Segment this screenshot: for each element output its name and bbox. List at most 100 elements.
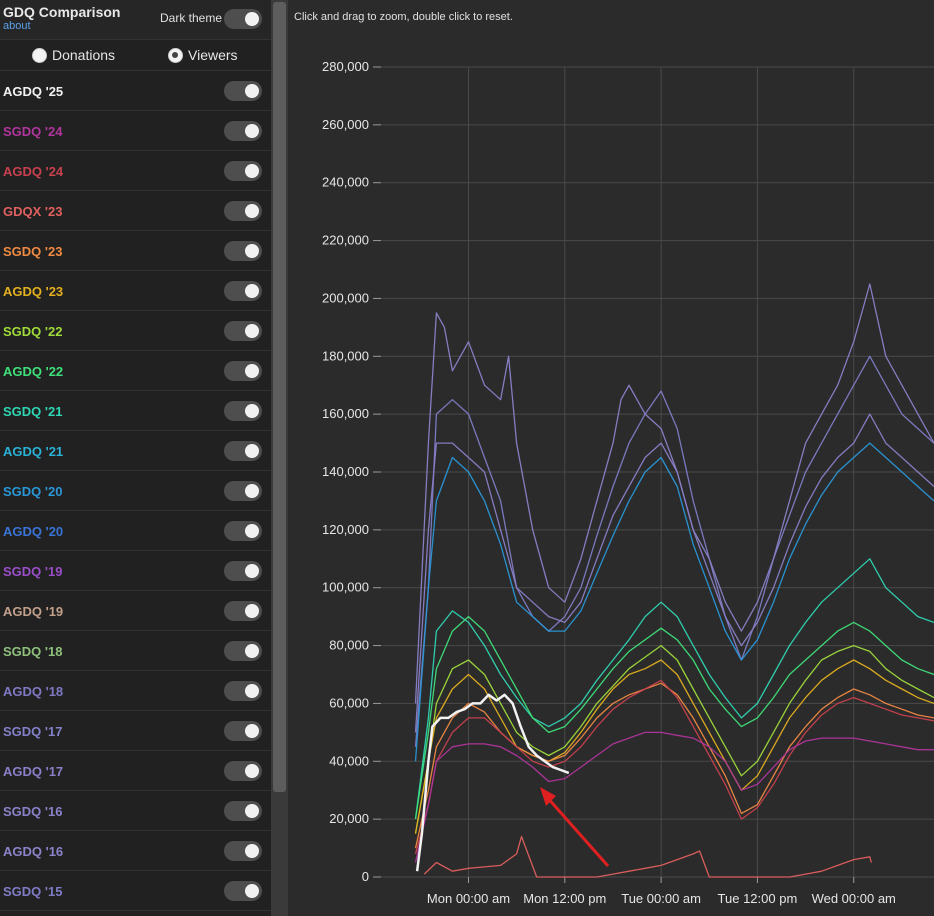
viewers-chart[interactable]: 0 20,000 40,000 60,000 80,000 100,000 120,000 1… — [288, 0, 934, 916]
event-label: SGDQ '19 — [3, 564, 63, 579]
series-line — [414, 283, 934, 704]
toggle-knob — [245, 164, 259, 178]
event-row: AGDQ '21 — [0, 431, 271, 471]
event-row: AGDQ '22 — [0, 351, 271, 391]
event-label: AGDQ '18 — [3, 684, 64, 699]
y-tick-label: 100,000 — [322, 580, 369, 595]
event-toggle[interactable] — [224, 161, 262, 181]
toggle-knob — [245, 84, 259, 98]
scrollbar-thumb[interactable] — [273, 2, 286, 792]
event-toggle[interactable] — [224, 721, 262, 741]
toggle-knob — [245, 284, 259, 298]
event-row: AGDQ '16 — [0, 831, 271, 871]
series-line — [414, 644, 934, 834]
event-list: AGDQ '25 SGDQ '24 AGDQ '24 GDQX '23 SGDQ '23… — [0, 71, 271, 911]
event-label: SGDQ '15 — [3, 884, 63, 899]
toggle-knob — [245, 604, 259, 618]
event-row: AGDQ '25 — [0, 71, 271, 111]
event-row: SGDQ '15 — [0, 871, 271, 911]
event-row: SGDQ '16 — [0, 791, 271, 831]
radio-viewers-circle[interactable] — [168, 47, 183, 63]
toggle-knob — [245, 764, 259, 778]
event-label: AGDQ '25 — [3, 84, 64, 99]
event-label: AGDQ '19 — [3, 604, 64, 619]
annotation-arrow-head — [540, 787, 556, 806]
toggle-knob — [245, 884, 259, 898]
toggle-knob — [245, 844, 259, 858]
toggle-knob — [245, 364, 259, 378]
radio-viewers-label: Viewers — [188, 47, 238, 63]
event-toggle[interactable] — [224, 841, 262, 861]
event-label: SGDQ '16 — [3, 804, 63, 819]
event-toggle[interactable] — [224, 281, 262, 301]
y-tick-label: 280,000 — [322, 59, 369, 74]
x-tick-label: Tue 12:00 pm — [718, 891, 798, 906]
sidebar: GDQ Comparison about Dark theme Donation… — [0, 0, 271, 916]
event-label: AGDQ '20 — [3, 524, 64, 539]
series-line — [414, 659, 934, 834]
event-label: AGDQ '16 — [3, 844, 64, 859]
event-row: AGDQ '23 — [0, 271, 271, 311]
event-toggle[interactable] — [224, 241, 262, 261]
toggle-knob — [245, 804, 259, 818]
about-link[interactable]: about — [3, 20, 31, 32]
event-toggle[interactable] — [224, 641, 262, 661]
y-tick-label: 20,000 — [329, 811, 369, 826]
event-toggle[interactable] — [224, 881, 262, 901]
event-label: AGDQ '24 — [3, 164, 64, 179]
toggle-knob — [245, 644, 259, 658]
x-tick-label: Mon 12:00 pm — [523, 891, 606, 906]
event-toggle[interactable] — [224, 481, 262, 501]
y-tick-label: 120,000 — [322, 522, 369, 537]
event-toggle[interactable] — [224, 201, 262, 221]
event-row: SGDQ '19 — [0, 551, 271, 591]
event-toggle[interactable] — [224, 441, 262, 461]
event-row: SGDQ '18 — [0, 631, 271, 671]
event-row: SGDQ '21 — [0, 391, 271, 431]
event-row: SGDQ '20 — [0, 471, 271, 511]
event-label: AGDQ '23 — [3, 284, 64, 299]
dark-theme-toggle[interactable] — [224, 9, 262, 29]
series-line — [414, 679, 934, 855]
event-label: SGDQ '24 — [3, 124, 63, 139]
toggle-knob — [245, 524, 259, 538]
event-toggle[interactable] — [224, 801, 262, 821]
y-tick-label: 220,000 — [322, 233, 369, 248]
toggle-knob — [245, 684, 259, 698]
event-toggle[interactable] — [224, 81, 262, 101]
event-toggle[interactable] — [224, 321, 262, 341]
toggle-knob — [245, 324, 259, 338]
event-toggle[interactable] — [224, 601, 262, 621]
radio-donations-circle[interactable] — [32, 47, 47, 63]
event-row: AGDQ '24 — [0, 151, 271, 191]
event-label: SGDQ '18 — [3, 644, 63, 659]
event-row: AGDQ '17 — [0, 751, 271, 791]
event-toggle[interactable] — [224, 361, 262, 381]
event-toggle[interactable] — [224, 761, 262, 781]
toggle-knob — [245, 404, 259, 418]
event-row: SGDQ '24 — [0, 111, 271, 151]
radio-donations[interactable]: Donations — [32, 47, 115, 63]
toggle-knob — [245, 444, 259, 458]
series-line — [423, 835, 873, 878]
event-row: AGDQ '19 — [0, 591, 271, 631]
event-toggle[interactable] — [224, 681, 262, 701]
chart-area[interactable]: Click and drag to zoom, double click to … — [288, 0, 934, 916]
event-toggle[interactable] — [224, 401, 262, 421]
event-toggle[interactable] — [224, 561, 262, 581]
y-tick-label: 160,000 — [322, 406, 369, 421]
event-toggle[interactable] — [224, 121, 262, 141]
event-row: AGDQ '20 — [0, 511, 271, 551]
radio-donations-label: Donations — [52, 47, 116, 63]
series-line — [414, 682, 934, 849]
toggle-knob — [245, 244, 259, 258]
sidebar-scrollbar[interactable] — [271, 0, 288, 916]
y-tick-label: 140,000 — [322, 464, 369, 479]
series-line — [414, 413, 934, 733]
event-label: AGDQ '22 — [3, 364, 64, 379]
x-tick-label: Mon 00:00 am — [427, 891, 510, 906]
event-row: SGDQ '23 — [0, 231, 271, 271]
event-toggle[interactable] — [224, 521, 262, 541]
radio-viewers[interactable]: Viewers — [168, 47, 238, 63]
event-label: SGDQ '17 — [3, 724, 63, 739]
